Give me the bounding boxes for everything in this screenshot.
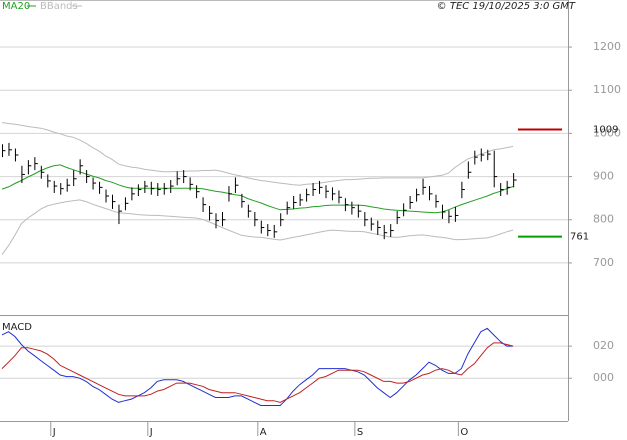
credit: © TEC 19/10/2025 3:0 GMT — [437, 1, 576, 12]
macd-line — [1, 327, 514, 406]
legend-label: BBands — [40, 1, 78, 12]
x-tick-label: A — [260, 427, 267, 438]
y-tick-label: 1000 — [593, 126, 621, 139]
y-tick-label: 900 — [593, 170, 614, 183]
legend-label: MA20 — [2, 1, 30, 12]
y-tick-label: 1200 — [593, 40, 621, 53]
y-tick-label: 1100 — [593, 83, 621, 96]
y-tick-label: 800 — [593, 213, 614, 226]
band-lower — [1, 199, 514, 255]
ma-line — [1, 164, 514, 214]
x-tick-label: S — [357, 427, 363, 438]
y-tick-label: 020 — [593, 339, 614, 352]
macd-line — [1, 342, 514, 403]
panel-title: MACD — [2, 322, 32, 333]
x-tick-label: J — [52, 427, 56, 438]
level-label: 1009 — [593, 125, 618, 136]
y-tick-label: 700 — [593, 256, 614, 269]
x-tick-label: O — [460, 427, 468, 438]
y-tick-label: 000 — [593, 371, 614, 384]
level-label: 761 — [570, 232, 589, 243]
band-upper — [1, 122, 514, 186]
x-tick-label: J — [149, 427, 153, 438]
